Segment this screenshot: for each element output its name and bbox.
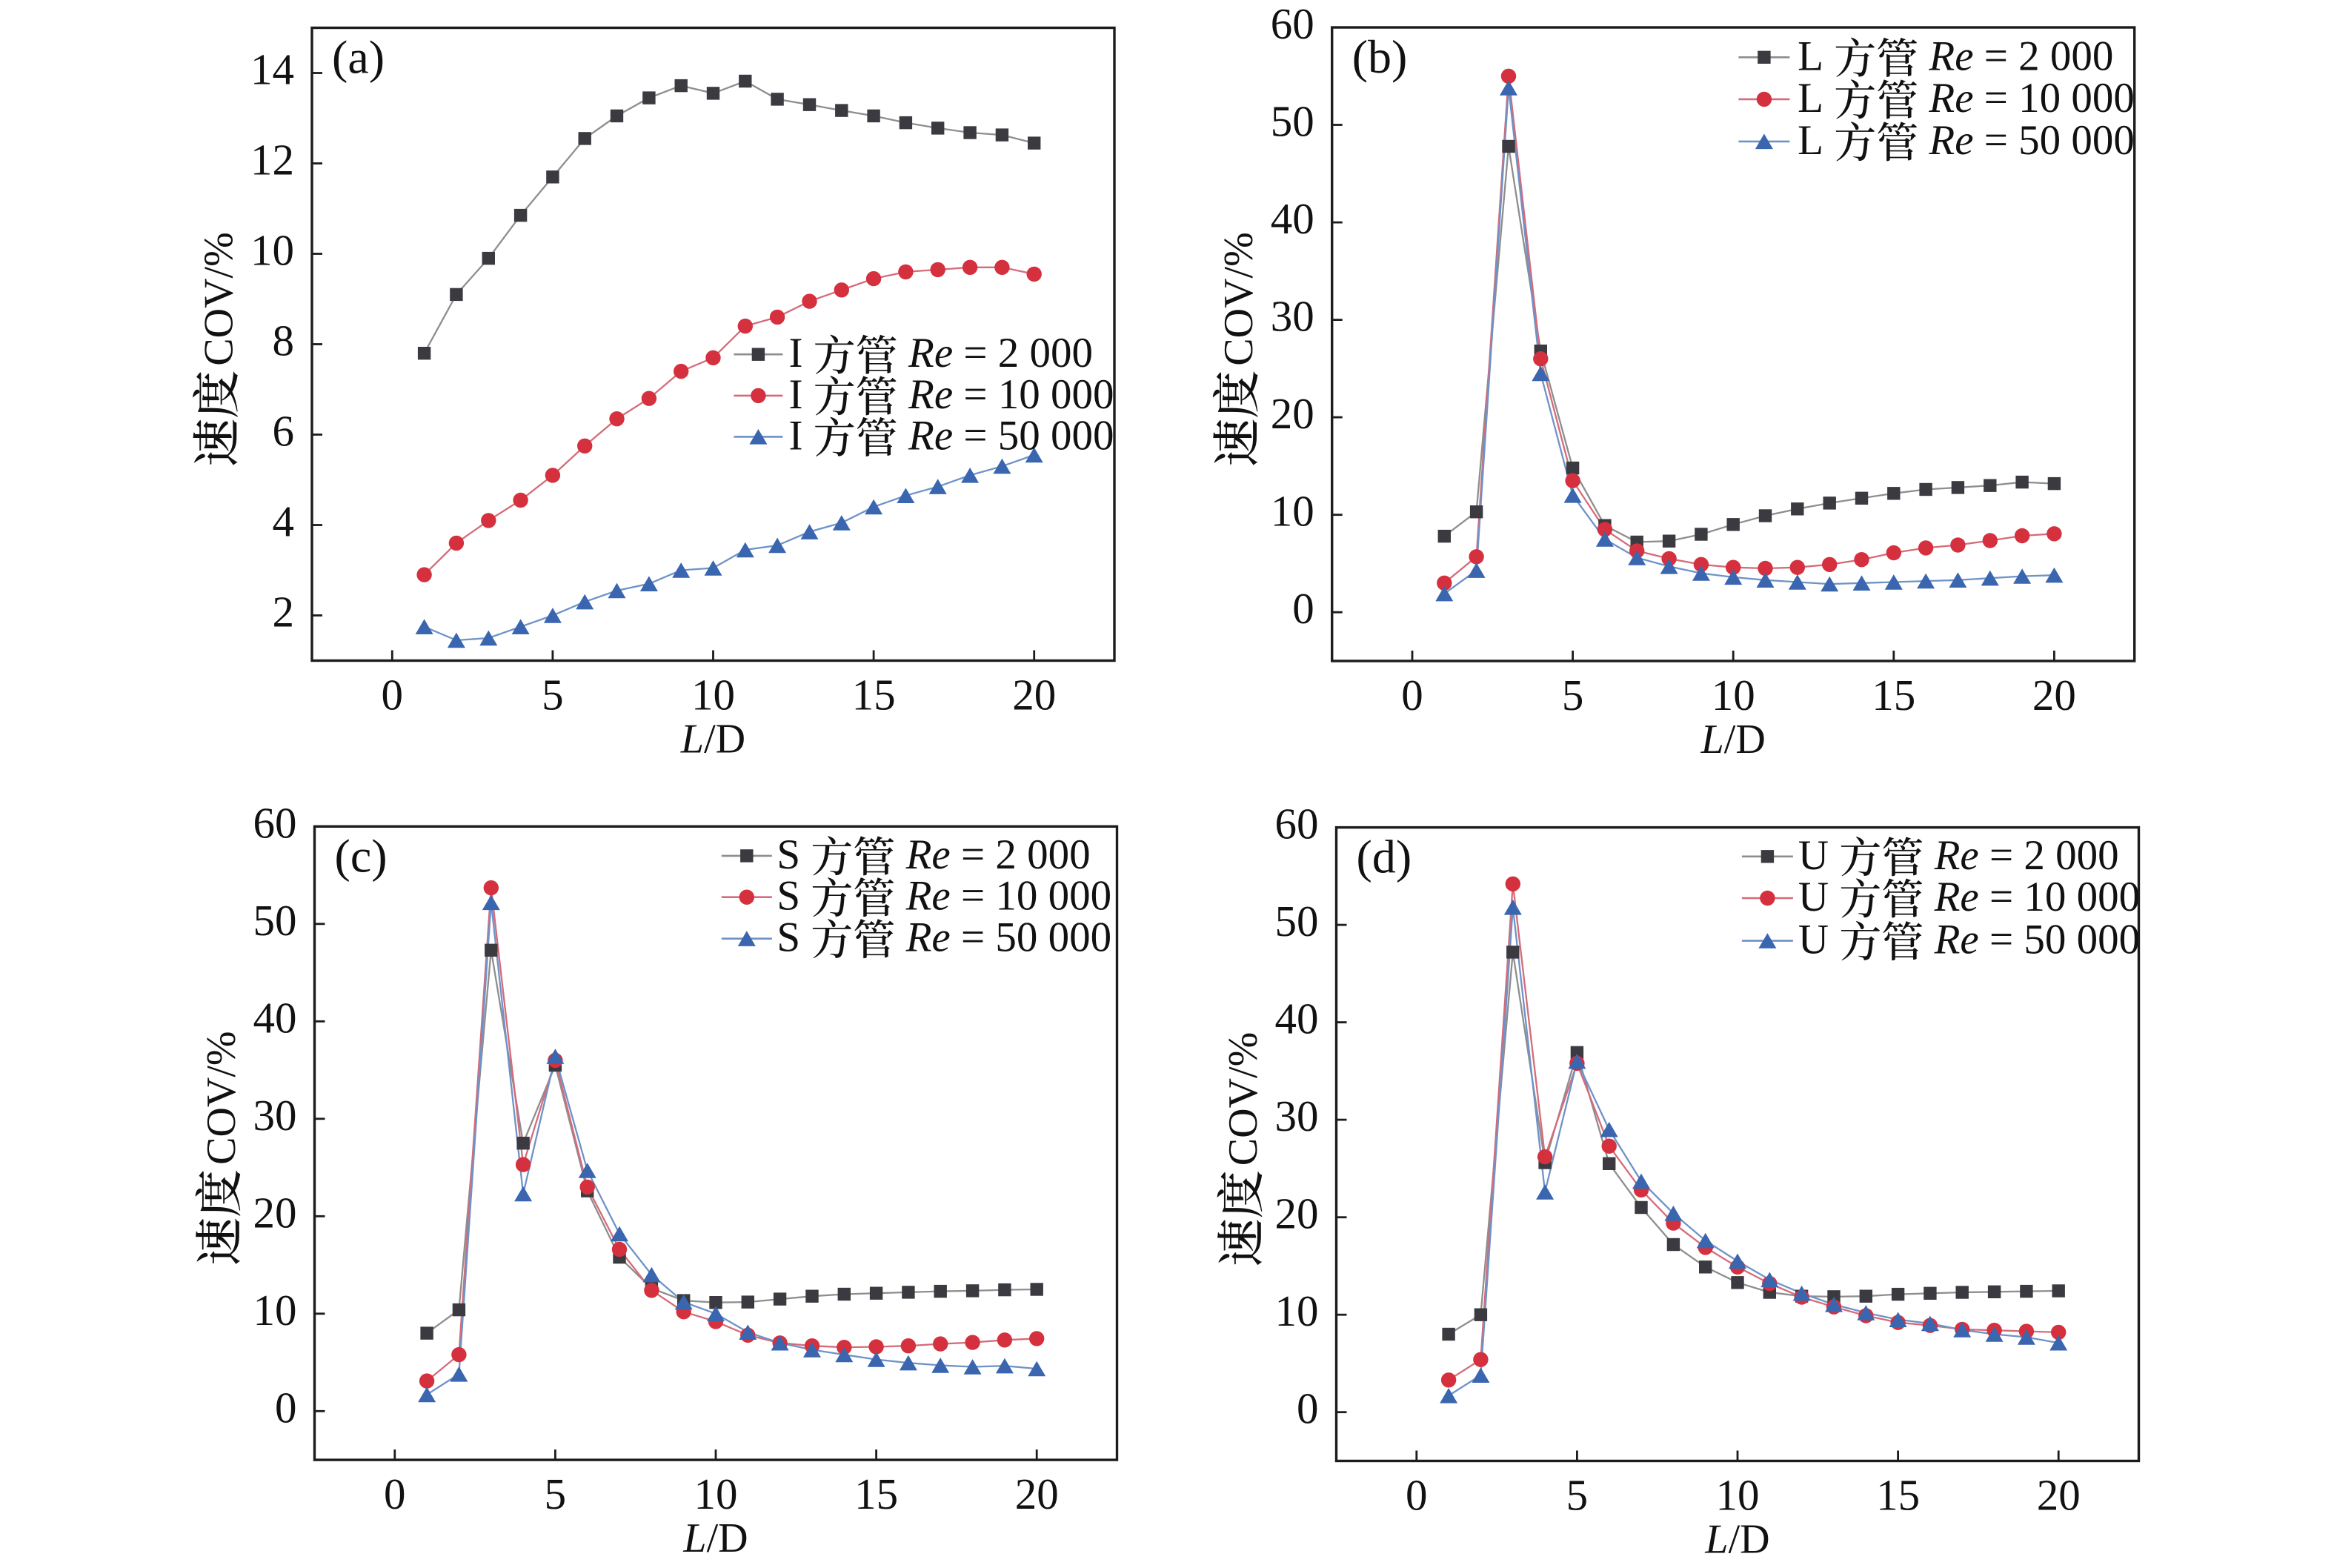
svg-text:10: 10 (1271, 487, 1314, 536)
svg-text:I: I (789, 330, 803, 376)
svg-text:6: 6 (273, 407, 295, 456)
svg-text:14: 14 (250, 45, 294, 94)
svg-text:COV/%: COV/% (199, 1031, 245, 1164)
svg-text:15: 15 (1872, 671, 1915, 720)
svg-text:L/D: L/D (682, 1515, 748, 1561)
svg-text:15: 15 (854, 1469, 898, 1518)
svg-text:S: S (777, 873, 800, 920)
svg-text:L/D: L/D (680, 717, 745, 763)
svg-text:(a): (a) (332, 31, 385, 84)
svg-text:8: 8 (273, 316, 295, 365)
svg-text:COV/%: COV/% (1216, 232, 1262, 365)
svg-text:60: 60 (1275, 800, 1319, 848)
svg-text:L/D: L/D (1700, 717, 1766, 763)
svg-text:4: 4 (273, 497, 295, 546)
svg-text:50: 50 (1275, 897, 1319, 946)
svg-text:Re = 10 000: Re = 10 000 (905, 873, 1112, 920)
svg-text:12: 12 (250, 136, 294, 185)
svg-text:30: 30 (1271, 292, 1314, 341)
svg-text:10: 10 (691, 671, 735, 720)
svg-text:Re = 2 000: Re = 2 000 (905, 831, 1091, 878)
svg-text:5: 5 (1566, 1471, 1589, 1520)
svg-text:U: U (1798, 917, 1829, 963)
svg-text:0: 0 (1297, 1384, 1319, 1433)
svg-text:Re = 50 000: Re = 50 000 (1934, 917, 2141, 963)
svg-text:Re = 50 000: Re = 50 000 (905, 914, 1112, 961)
svg-text:50: 50 (1271, 97, 1314, 146)
svg-text:(c): (c) (335, 829, 388, 882)
svg-text:20: 20 (1015, 1469, 1059, 1518)
svg-text:0: 0 (1406, 1471, 1428, 1520)
svg-text:60: 60 (1271, 0, 1314, 48)
svg-text:20: 20 (1275, 1189, 1319, 1238)
svg-text:10: 10 (250, 226, 294, 275)
svg-text:I: I (789, 412, 803, 459)
svg-text:U: U (1798, 874, 1829, 920)
svg-text:COV/%: COV/% (196, 232, 242, 365)
svg-text:10: 10 (1275, 1286, 1319, 1335)
svg-text:0: 0 (1401, 671, 1423, 720)
svg-text:S: S (777, 914, 800, 961)
svg-text:0: 0 (275, 1383, 297, 1432)
svg-text:Re = 2 000: Re = 2 000 (1934, 832, 2119, 879)
svg-text:40: 40 (253, 993, 297, 1042)
svg-text:Re = 10 000: Re = 10 000 (908, 371, 1114, 418)
svg-text:5: 5 (545, 1469, 567, 1518)
svg-text:L: L (1798, 75, 1823, 122)
svg-text:(b): (b) (1352, 30, 1408, 83)
svg-text:S: S (777, 831, 800, 878)
svg-text:40: 40 (1271, 194, 1314, 243)
svg-text:U: U (1798, 832, 1829, 879)
svg-text:Re = 10 000: Re = 10 000 (1934, 874, 2141, 920)
svg-text:40: 40 (1275, 994, 1319, 1043)
svg-text:10: 10 (1716, 1471, 1760, 1520)
svg-text:L: L (1798, 33, 1823, 79)
svg-text:15: 15 (1876, 1471, 1920, 1520)
svg-text:30: 30 (253, 1091, 297, 1140)
svg-text:I: I (789, 371, 803, 418)
svg-text:30: 30 (1275, 1092, 1319, 1140)
svg-text:Re = 2 000: Re = 2 000 (1928, 33, 2113, 79)
svg-text:60: 60 (253, 798, 297, 847)
svg-text:Re = 2 000: Re = 2 000 (908, 330, 1093, 376)
svg-text:15: 15 (852, 671, 896, 720)
svg-text:2: 2 (273, 588, 295, 637)
svg-text:20: 20 (1012, 671, 1056, 720)
svg-text:COV/%: COV/% (1220, 1032, 1266, 1166)
svg-text:20: 20 (2032, 671, 2076, 720)
svg-text:L: L (1798, 117, 1823, 164)
svg-text:20: 20 (1271, 389, 1314, 438)
svg-text:0: 0 (382, 671, 404, 720)
svg-text:0: 0 (1292, 584, 1314, 633)
svg-text:10: 10 (253, 1286, 297, 1335)
svg-text:L/D: L/D (1704, 1517, 1769, 1563)
svg-text:Re = 50 000: Re = 50 000 (1928, 117, 2135, 164)
svg-text:50: 50 (253, 896, 297, 945)
svg-text:5: 5 (542, 671, 564, 720)
svg-text:10: 10 (694, 1469, 738, 1518)
svg-text:20: 20 (2037, 1471, 2081, 1520)
svg-text:Re = 50 000: Re = 50 000 (908, 412, 1114, 459)
svg-text:10: 10 (1712, 671, 1755, 720)
svg-text:5: 5 (1562, 671, 1584, 720)
svg-text:Re = 10 000: Re = 10 000 (1928, 75, 2135, 122)
svg-text:(d): (d) (1357, 831, 1412, 883)
svg-text:20: 20 (253, 1188, 297, 1237)
svg-text:0: 0 (384, 1469, 406, 1518)
